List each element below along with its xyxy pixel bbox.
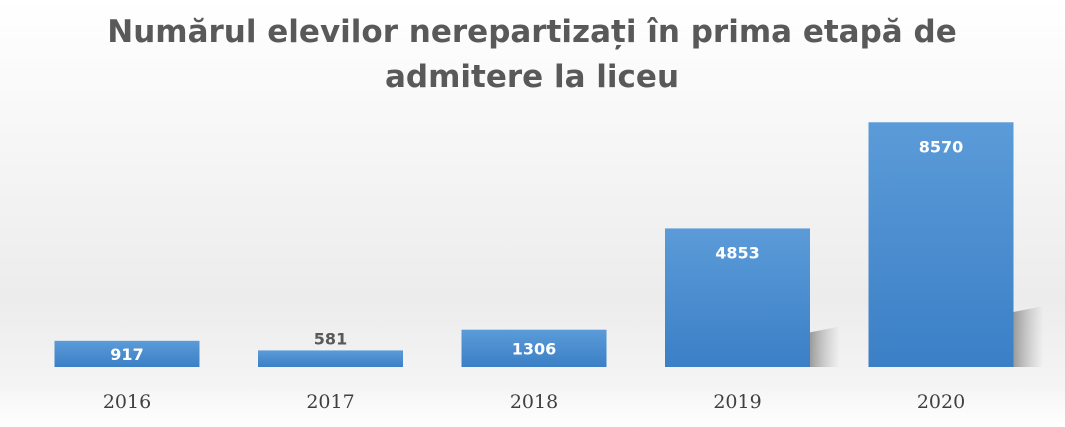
bar-2019 bbox=[665, 228, 810, 367]
x-tick-label-2020: 2020 bbox=[917, 391, 965, 413]
bar-shadows bbox=[810, 306, 1044, 367]
x-tick-label-2016: 2016 bbox=[103, 391, 151, 413]
x-axis-tick-labels: 2016 2017 2018 2019 2020 bbox=[103, 391, 965, 413]
bar-shadow bbox=[810, 326, 840, 367]
data-label-2020: 8570 bbox=[919, 137, 964, 156]
chart-title-line-1: Numărul elevilor nerepartizați în prima … bbox=[107, 14, 956, 50]
bar-2020 bbox=[868, 122, 1014, 367]
bar-2017 bbox=[258, 350, 403, 367]
data-label-2018: 1306 bbox=[512, 339, 557, 358]
bars bbox=[54, 122, 1014, 367]
x-tick-label-2019: 2019 bbox=[713, 391, 761, 413]
data-label-2017: 581 bbox=[314, 329, 347, 348]
x-tick-label-2017: 2017 bbox=[306, 391, 354, 413]
chart-title-line-2: admitere la liceu bbox=[385, 59, 679, 95]
bar-2018 bbox=[461, 329, 607, 367]
data-label-2019: 4853 bbox=[715, 243, 760, 262]
x-tick-label-2018: 2018 bbox=[510, 391, 558, 413]
bar-shadow bbox=[1013, 306, 1044, 367]
data-label-2016: 917 bbox=[110, 345, 143, 364]
bar-2016 bbox=[54, 340, 200, 367]
data-labels: 917 581 1306 4853 8570 bbox=[110, 137, 963, 364]
